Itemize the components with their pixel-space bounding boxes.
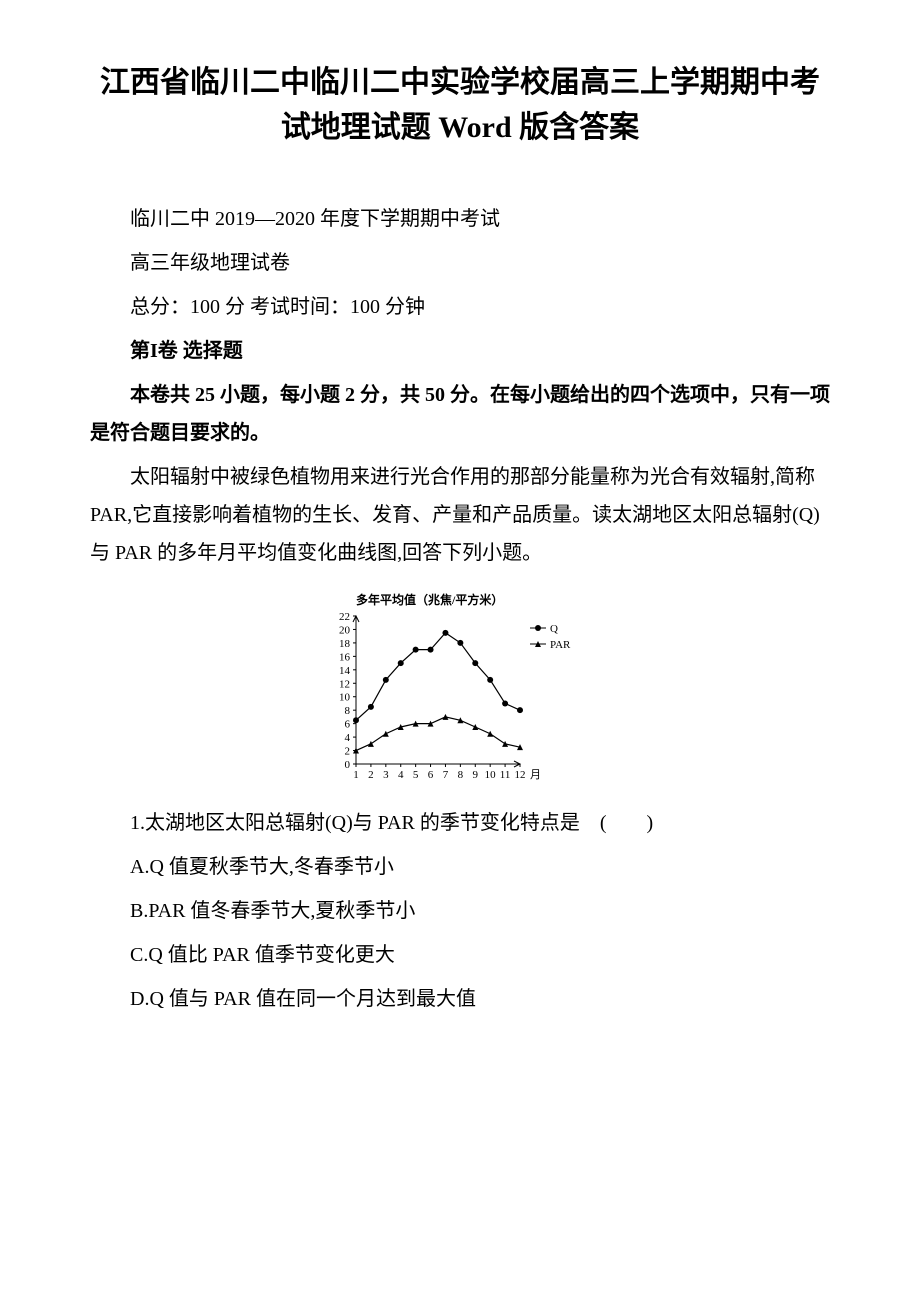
data-point-circle bbox=[502, 700, 508, 706]
x-tick-label: 1 bbox=[353, 769, 359, 781]
data-point-triangle bbox=[487, 731, 493, 737]
option-c: C.Q 值比 PAR 值季节变化更大 bbox=[90, 936, 830, 974]
x-tick-label: 2 bbox=[368, 769, 374, 781]
y-tick-label: 6 bbox=[345, 719, 351, 731]
y-tick-label: 2 bbox=[345, 746, 351, 758]
option-b: B.PAR 值冬春季节大,夏秋季节小 bbox=[90, 892, 830, 930]
y-tick-label: 12 bbox=[339, 678, 350, 690]
data-point-circle bbox=[368, 704, 374, 710]
legend-label: Q bbox=[550, 623, 558, 635]
exam-header-line1: 临川二中 2019—2020 年度下学期期中考试 bbox=[90, 200, 830, 238]
exam-header-line3: 总分：100 分 考试时间：100 分钟 bbox=[90, 288, 830, 326]
exam-header-line2: 高三年级地理试卷 bbox=[90, 244, 830, 282]
data-point-circle bbox=[383, 677, 389, 683]
passage-text: 太阳辐射中被绿色植物用来进行光合作用的那部分能量称为光合有效辐射,简称 PAR,… bbox=[90, 458, 830, 572]
data-point-circle bbox=[517, 707, 523, 713]
y-tick-label: 0 bbox=[345, 759, 351, 771]
series-line bbox=[356, 633, 520, 720]
data-point-circle bbox=[442, 630, 448, 636]
x-tick-label: 6 bbox=[428, 769, 434, 781]
y-tick-label: 18 bbox=[339, 638, 351, 650]
y-tick-label: 10 bbox=[339, 692, 351, 704]
y-tick-label: 16 bbox=[339, 651, 351, 663]
series-line bbox=[356, 717, 520, 751]
x-tick-label: 3 bbox=[383, 769, 389, 781]
y-tick-label: 4 bbox=[345, 732, 351, 744]
legend-marker-circle bbox=[535, 625, 541, 631]
x-tick-label: 4 bbox=[398, 769, 404, 781]
data-point-circle bbox=[472, 660, 478, 666]
data-point-circle bbox=[398, 660, 404, 666]
section-intro: 本卷共 25 小题，每小题 2 分，共 50 分。在每小题给出的四个选项中，只有… bbox=[90, 376, 830, 452]
data-point-circle bbox=[487, 677, 493, 683]
x-tick-label: 11 bbox=[500, 769, 511, 781]
y-tick-label: 22 bbox=[339, 611, 350, 623]
x-tick-label: 5 bbox=[413, 769, 419, 781]
data-point-triangle bbox=[383, 731, 389, 737]
y-tick-label: 8 bbox=[345, 705, 351, 717]
line-chart: 多年平均值（兆焦/平方米）024681012141618202212345678… bbox=[320, 590, 600, 790]
x-tick-label: 7 bbox=[443, 769, 449, 781]
y-tick-label: 14 bbox=[339, 665, 351, 677]
question-1: 1.太湖地区太阳总辐射(Q)与 PAR 的季节变化特点是 ( ) bbox=[90, 804, 830, 842]
data-point-circle bbox=[457, 640, 463, 646]
x-tick-label: 8 bbox=[458, 769, 464, 781]
x-unit-label: 月 bbox=[530, 769, 541, 781]
option-d: D.Q 值与 PAR 值在同一个月达到最大值 bbox=[90, 980, 830, 1018]
data-point-circle bbox=[353, 717, 359, 723]
x-tick-label: 9 bbox=[473, 769, 479, 781]
legend-label: PAR bbox=[550, 639, 571, 651]
x-tick-label: 12 bbox=[515, 769, 526, 781]
data-point-triangle bbox=[472, 724, 478, 730]
doc-title: 江西省临川二中临川二中实验学校届高三上学期期中考试地理试题 Word 版含答案 bbox=[90, 60, 830, 150]
y-tick-label: 20 bbox=[339, 624, 351, 636]
option-a: A.Q 值夏秋季节大,冬春季节小 bbox=[90, 848, 830, 886]
data-point-circle bbox=[413, 647, 419, 653]
section-header: 第I卷 选择题 bbox=[90, 332, 830, 370]
chart-title: 多年平均值（兆焦/平方米） bbox=[356, 592, 503, 607]
x-tick-label: 10 bbox=[485, 769, 497, 781]
chart-container: 多年平均值（兆焦/平方米）024681012141618202212345678… bbox=[90, 590, 830, 790]
data-point-circle bbox=[428, 647, 434, 653]
